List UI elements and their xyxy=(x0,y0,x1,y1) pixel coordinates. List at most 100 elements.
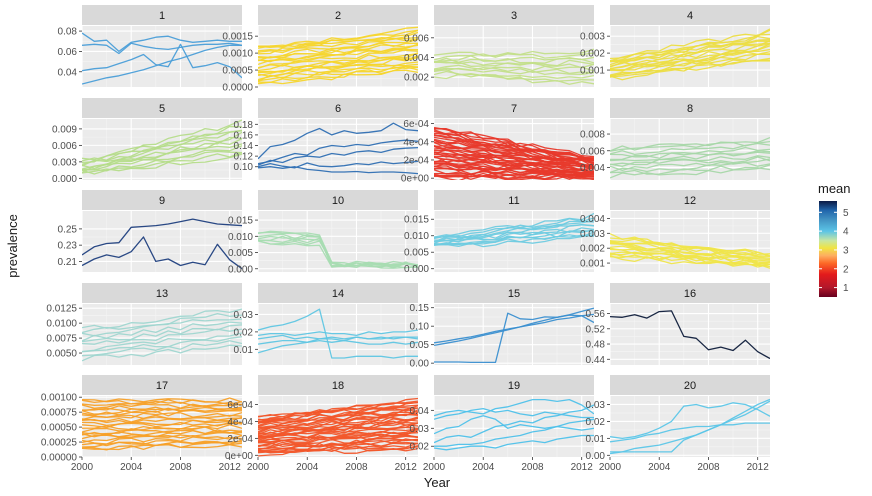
facet-panel-9: 9 0.21 0.23 0.25 xyxy=(58,190,242,272)
series-line xyxy=(258,230,418,267)
facet-panel-4: 4 0.001 0.002 0.003 xyxy=(580,5,770,87)
series-line xyxy=(434,418,594,447)
series-line xyxy=(82,131,242,165)
series-line xyxy=(82,431,242,440)
y-tick-label: 0e+00 xyxy=(401,174,430,185)
series-line xyxy=(258,36,418,55)
series-line xyxy=(610,310,770,360)
series-line xyxy=(434,219,594,243)
facet-panel-6: 6 0.100.120.140.160.18 xyxy=(234,98,418,180)
facet-strip-label: 13 xyxy=(156,288,168,300)
x-tick-label: 2004 xyxy=(120,462,143,473)
y-tick-label: 0.005 xyxy=(228,248,253,259)
panel-background xyxy=(434,304,594,365)
y-tick-label: 4e-04 xyxy=(403,137,429,148)
series-line xyxy=(258,441,418,450)
y-tick-label: 4e-04 xyxy=(227,417,253,428)
series-line xyxy=(258,339,418,345)
y-tick-label: 0.18 xyxy=(234,120,254,131)
facet-panel-1: 1 0.04 0.06 0.08 xyxy=(58,5,242,87)
facet-strip-label: 18 xyxy=(332,380,344,392)
facet-series xyxy=(82,397,242,451)
y-tick-label: 0.00025 xyxy=(41,438,78,449)
facet-series xyxy=(82,119,242,175)
series-line xyxy=(610,251,770,267)
facet-strip xyxy=(434,5,594,25)
facet-strip-label: 15 xyxy=(508,288,520,300)
facet-strip xyxy=(610,190,770,210)
y-tick-label: 0.0000 xyxy=(222,83,253,94)
y-tick-label: 0.0015 xyxy=(222,32,253,43)
y-tick-label: 0.015 xyxy=(404,215,429,226)
series-line xyxy=(82,32,242,53)
facet-series xyxy=(610,310,770,360)
y-tick-label: 6e-04 xyxy=(227,400,253,411)
series-line xyxy=(258,48,418,70)
series-line xyxy=(610,40,770,68)
y-tick-label: 0.04 xyxy=(58,67,78,78)
series-line xyxy=(610,241,770,261)
series-line xyxy=(258,160,418,169)
x-tick-label: 2012 xyxy=(571,462,594,473)
series-line xyxy=(82,136,242,170)
facet-strip-label: 12 xyxy=(684,195,696,207)
legend-tick-label: 1 xyxy=(843,283,849,294)
series-line xyxy=(434,313,594,347)
facet-panel-3: 3 0.002 0.004 0.006 xyxy=(404,5,594,87)
series-line xyxy=(258,428,418,442)
series-line xyxy=(610,150,770,161)
y-tick-label: 0.02 xyxy=(586,417,606,428)
series-line xyxy=(434,212,594,240)
y-tick-label: 0.01 xyxy=(586,434,606,445)
facet-series xyxy=(258,26,418,85)
x-tick-label: 2004 xyxy=(296,462,319,473)
facet-panel-7: 7 0e+00 2e-04 4e-04 6e-04 xyxy=(401,98,594,185)
series-line xyxy=(434,404,594,444)
facet-strip-label: 17 xyxy=(156,380,168,392)
y-tick-label: 0.02 xyxy=(234,327,254,338)
facet-panel-2: 2 0.0000 0.0005 0.0010 0.0015 xyxy=(222,5,418,94)
facet-strip-label: 16 xyxy=(684,288,696,300)
y-tick-label: 2e-04 xyxy=(403,155,429,166)
series-line xyxy=(434,415,594,435)
facet-series xyxy=(82,308,242,362)
series-line xyxy=(82,119,242,161)
y-tick-label: 0.10 xyxy=(234,162,254,173)
series-line xyxy=(258,52,418,69)
series-line xyxy=(258,416,418,434)
y-tick-label: 0.01 xyxy=(234,345,254,356)
y-tick-label: 0.21 xyxy=(58,257,78,268)
series-line xyxy=(610,248,770,265)
series-line xyxy=(610,233,770,257)
y-tick-label: 0.0050 xyxy=(46,349,77,360)
series-line xyxy=(258,329,418,337)
facet-strip xyxy=(610,283,770,303)
x-tick-label: 2000 xyxy=(71,462,94,473)
facet-panel-15: 15 0.00 0.05 0.10 0.15 xyxy=(410,283,594,370)
series-line xyxy=(434,234,594,246)
series-line xyxy=(82,236,242,270)
series-line xyxy=(258,65,418,82)
series-line xyxy=(434,138,594,162)
x-tick-label: 2000 xyxy=(247,462,270,473)
series-line xyxy=(82,145,242,174)
y-tick-label: 6e-04 xyxy=(403,119,429,130)
series-line xyxy=(434,160,594,175)
series-line xyxy=(258,122,418,160)
y-tick-label: 0.006 xyxy=(404,33,429,44)
facet-strip xyxy=(434,375,594,395)
series-line xyxy=(434,66,594,75)
y-tick-label: 0.08 xyxy=(58,27,78,38)
facet-strip xyxy=(82,98,242,118)
series-line xyxy=(82,439,242,447)
series-line xyxy=(610,245,770,262)
facet-strip xyxy=(82,375,242,395)
legend: mean 1 2 3 4 5 xyxy=(818,181,851,297)
series-line xyxy=(258,26,418,48)
series-line xyxy=(82,150,242,172)
facet-strip xyxy=(434,98,594,118)
series-line xyxy=(82,336,242,353)
series-line xyxy=(610,158,770,172)
facet-strip xyxy=(82,283,242,303)
